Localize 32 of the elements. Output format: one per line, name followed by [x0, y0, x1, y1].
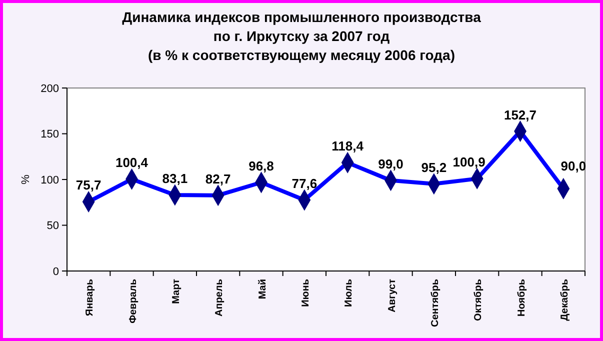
x-tick-label: Январь	[84, 279, 96, 316]
x-tick-label: Июль	[344, 279, 355, 307]
x-tick-label: Сентябрь	[430, 279, 441, 327]
y-axis-title: %	[20, 174, 32, 184]
x-tick-label: Март	[170, 278, 182, 304]
y-tick-label: 150	[40, 128, 59, 141]
data-label: 100,4	[115, 155, 149, 170]
data-label: 96,8	[248, 158, 274, 174]
x-tick-label: Июнь	[300, 279, 312, 307]
data-label: 82,7	[205, 171, 231, 186]
y-tick-label: 0	[52, 266, 59, 278]
data-label: 75,7	[76, 178, 102, 193]
y-tick-label: 100	[40, 174, 59, 186]
chart-title: Динамика индексов промышленного производства по г. Иркутску за 2007 год	[122, 9, 482, 44]
data-label: 118,4	[332, 138, 364, 154]
x-tick-label: Февраль	[128, 279, 139, 324]
x-tick-label: Ноябрь	[516, 279, 528, 316]
data-label: 95,2	[421, 160, 447, 175]
x-tick-label: Декабрь	[559, 279, 570, 321]
x-tick-label: Август	[386, 278, 398, 312]
data-label: 99,0	[378, 156, 404, 172]
data-label: 83,1	[162, 170, 188, 186]
x-tick-label: Май	[257, 279, 268, 300]
data-label: 90,0	[560, 158, 586, 174]
data-label: 100,9	[452, 154, 486, 170]
y-tick-label: 200	[40, 82, 59, 95]
data-label: 152,7	[504, 107, 537, 122]
x-tick-label: Октябрь	[473, 279, 484, 321]
data-label: 77,6	[292, 176, 318, 191]
y-tick-label: 50	[46, 220, 59, 232]
chart-subtitle: (в % к соответствующему месяцу 2006 года)	[148, 47, 455, 63]
x-tick-label: Апрель	[214, 279, 226, 316]
